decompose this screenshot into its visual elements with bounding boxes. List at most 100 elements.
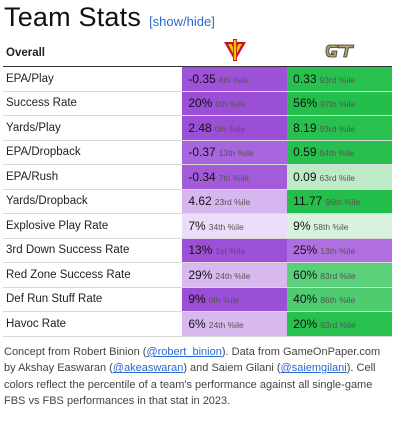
vmi-stat-cell: 13% 1st %ile (182, 238, 288, 263)
percentile-label: 97th %ile (320, 99, 356, 110)
table-row: 3rd Down Success Rate 13% 1st %ile 25% 13th … (3, 238, 392, 263)
gt-stat-cell: 0.59 94th %ile (287, 140, 392, 165)
vmi-stat-cell: 9% 0th %ile (182, 287, 288, 312)
stat-value: 20% (293, 316, 318, 331)
percentile-label: 63rd %ile (319, 172, 355, 183)
percentile-label: 24th %ile (215, 270, 251, 281)
vmi-stat-cell: 7% 34th %ile (182, 213, 288, 239)
stat-label: Success Rate (3, 91, 183, 116)
team-stats-table: Overall EPA/Play -0.35 4th %ile 0.33 93rd %i… (3, 39, 392, 337)
stat-label: Yards/Dropback (3, 189, 183, 214)
gt-stat-cell: 56% 97th %ile (287, 91, 392, 116)
stat-value: 25% (293, 243, 318, 258)
stat-value: -0.34 (188, 169, 216, 184)
percentile-label: 0th %ile (208, 295, 239, 306)
section-label: Overall (3, 39, 183, 67)
stat-label: Def Run Stuff Rate (3, 287, 183, 312)
stat-value: 29% (188, 267, 213, 282)
stat-value: 56% (293, 96, 318, 111)
stat-value: 8.19 (293, 120, 317, 135)
vmi-logo-icon (223, 39, 246, 61)
vmi-stat-cell: 6% 24th %ile (182, 311, 288, 337)
percentile-label: 83rd %ile (320, 270, 356, 281)
akeaswaran-link[interactable]: @akeaswaran (112, 362, 184, 375)
percentile-label: 24th %ile (208, 319, 244, 330)
georgia-tech-logo-icon (325, 44, 355, 58)
stat-value: -0.37 (188, 145, 216, 160)
percentile-label: 4th %ile (218, 74, 249, 85)
show-hide-toggle[interactable]: [show/hide] (149, 14, 215, 29)
stat-value: 4.62 (188, 194, 212, 209)
percentile-label: 93rd %ile (319, 74, 355, 85)
vmi-stat-cell: -0.35 4th %ile (182, 66, 288, 92)
stat-value: 20% (188, 96, 213, 111)
table-row: Success Rate 20% 0th %ile 56% 97th %ile (3, 91, 392, 116)
stat-value: 11.77 (293, 194, 323, 209)
footer-note: Concept from Robert Binion (@robert_bini… (4, 346, 381, 407)
percentile-label: 0th %ile (215, 99, 246, 110)
percentile-label: 58th %ile (313, 221, 349, 232)
stat-label: Red Zone Success Rate (3, 262, 183, 288)
stat-label: Explosive Play Rate (3, 213, 183, 239)
stat-value: 60% (293, 267, 318, 282)
percentile-label: 86th %ile (320, 295, 356, 306)
stat-label: Havoc Rate (3, 311, 183, 337)
percentile-label: 23rd %ile (214, 197, 251, 208)
team-logo-cell (182, 39, 288, 67)
stat-label: 3rd Down Success Rate (3, 238, 183, 263)
percentile-label: 93rd %ile (319, 123, 355, 134)
stat-value: 7% (188, 218, 206, 233)
vmi-stat-cell: -0.37 13th %ile (182, 140, 288, 165)
percentile-label: 13th %ile (218, 148, 254, 159)
gt-stat-cell: 0.09 63rd %ile (287, 164, 392, 190)
gt-stat-cell: 25% 13th %ile (287, 238, 392, 263)
table-row: Red Zone Success Rate 29% 24th %ile 60% 83rd… (3, 262, 392, 288)
table-row: Yards/Dropback 4.62 23rd %ile 11.77 96th %il… (3, 189, 392, 214)
percentile-label: 96th %ile (325, 197, 361, 208)
table-row: EPA/Dropback -0.37 13th %ile 0.59 94th %ile (3, 140, 392, 165)
table-header-row: Overall (3, 39, 392, 67)
vmi-stat-cell: 29% 24th %ile (182, 262, 288, 288)
percentile-label: 13th %ile (320, 246, 356, 257)
saiemgilani-link[interactable]: @saiemgilani (280, 362, 347, 375)
gt-stat-cell: 9% 58th %ile (287, 213, 392, 239)
gt-stat-cell: 11.77 96th %ile (287, 189, 392, 214)
stat-value: 9% (188, 292, 206, 307)
percentile-label: 93rd %ile (320, 319, 356, 330)
percentile-label: 34th %ile (208, 221, 244, 232)
stat-label: EPA/Rush (3, 164, 183, 190)
stat-label: EPA/Play (3, 66, 183, 92)
stat-value: 40% (293, 292, 318, 307)
vmi-stat-cell: 20% 0th %ile (182, 91, 288, 116)
table-row: EPA/Play -0.35 4th %ile 0.33 93rd %ile (3, 66, 392, 92)
percentile-label: 94th %ile (319, 148, 355, 159)
percentile-label: 1st %ile (215, 246, 246, 257)
stat-value: 0.09 (293, 169, 317, 184)
gt-stat-cell: 20% 93rd %ile (287, 311, 392, 337)
vmi-stat-cell: 2.48 0th %ile (182, 115, 288, 141)
gt-stat-cell: 60% 83rd %ile (287, 262, 392, 288)
table-row: Havoc Rate 6% 24th %ile 20% 93rd %ile (3, 311, 392, 337)
table-row: Def Run Stuff Rate 9% 0th %ile 40% 86th %ile (3, 287, 392, 312)
gt-stat-cell: 8.19 93rd %ile (287, 115, 392, 141)
stat-value: 6% (188, 316, 206, 331)
robert-binion-link[interactable]: @robert_binion (146, 346, 222, 358)
stat-value: 9% (293, 218, 311, 233)
gt-stat-cell: 0.33 93rd %ile (287, 66, 392, 92)
table-row: Yards/Play 2.48 0th %ile 8.19 93rd %ile (3, 115, 392, 141)
team-logo-cell (287, 39, 392, 67)
stat-label: Yards/Play (3, 115, 183, 141)
header: Team Stats [show/hide] (4, 2, 215, 36)
table-row: Explosive Play Rate 7% 34th %ile 9% 58th %il… (3, 213, 392, 239)
page-title: Team Stats (4, 2, 142, 32)
stat-value: 2.48 (188, 120, 212, 135)
gt-stat-cell: 40% 86th %ile (287, 287, 392, 312)
stat-value: 13% (188, 243, 213, 258)
stat-value: 0.33 (293, 71, 317, 86)
percentile-label: 7th %ile (218, 172, 249, 183)
vmi-stat-cell: 4.62 23rd %ile (182, 189, 288, 214)
percentile-label: 0th %ile (214, 123, 245, 134)
stat-label: EPA/Dropback (3, 140, 183, 165)
table-row: EPA/Rush -0.34 7th %ile 0.09 63rd %ile (3, 164, 392, 190)
vmi-stat-cell: -0.34 7th %ile (182, 164, 288, 190)
